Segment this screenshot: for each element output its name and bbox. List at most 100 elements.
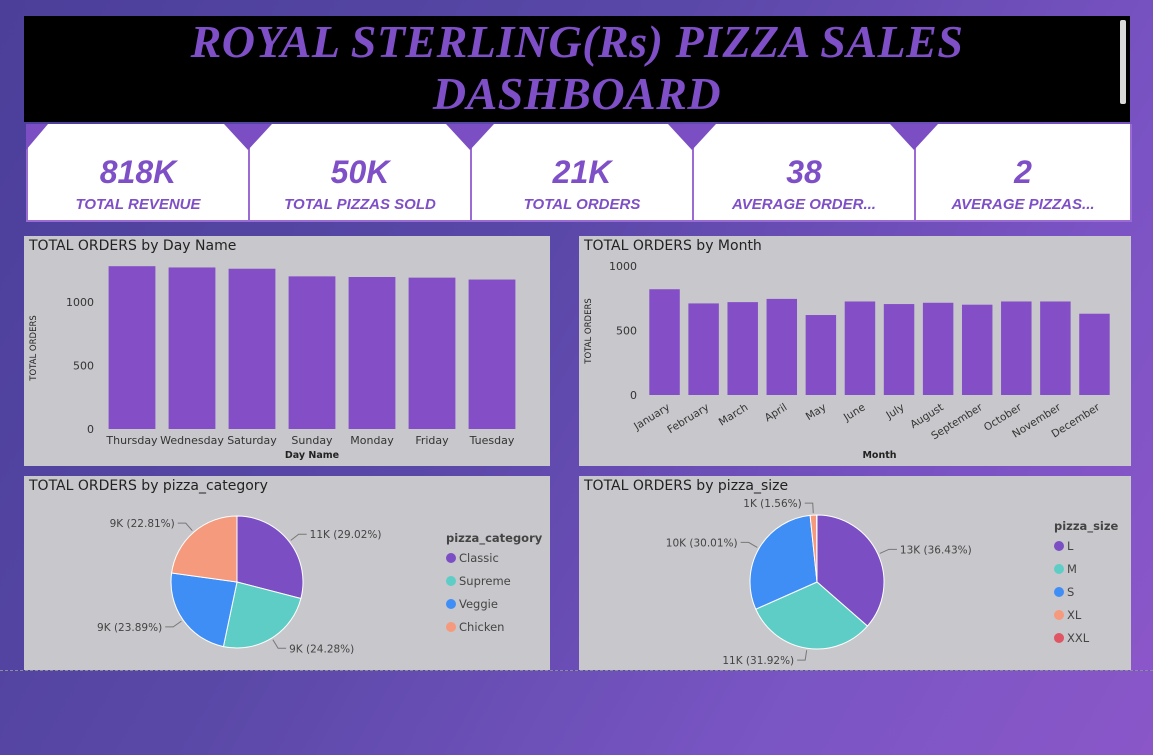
x-tick-label: May	[804, 401, 829, 423]
slice-data-label: 9K (22.81%)	[110, 518, 175, 530]
chart-title: TOTAL ORDERS by Day Name	[29, 238, 237, 254]
bar[interactable]	[922, 302, 954, 395]
bar[interactable]	[468, 279, 516, 429]
slice-data-label: 13K (36.43%)	[900, 544, 972, 556]
x-tick-label: Thursday	[105, 434, 158, 447]
kpi-value: 38	[786, 154, 822, 190]
y-tick-label: 0	[630, 389, 637, 402]
leader-line	[740, 541, 758, 548]
pie-slice[interactable]	[171, 515, 238, 583]
orders-by-month-panel[interactable]: TOTAL ORDERS by Month 0 500 1000 January Feb…	[579, 236, 1131, 466]
legend-marker	[1054, 633, 1064, 643]
legend-marker	[1054, 610, 1064, 620]
pie-slice[interactable]	[749, 514, 818, 610]
card-notch	[890, 124, 938, 150]
kpi-value: 21K	[552, 154, 612, 190]
kpi-card-average-pizzas[interactable]: 2 AVERAGE PIZZAS...	[914, 124, 1132, 222]
pie-slice[interactable]	[222, 581, 302, 649]
slice-data-label: 9K (23.89%)	[97, 622, 162, 634]
bar[interactable]	[961, 304, 993, 395]
bar[interactable]	[688, 303, 719, 395]
bar[interactable]	[727, 302, 758, 395]
kpi-card-total-pizzas-sold[interactable]: 50K TOTAL PIZZAS SOLD	[248, 124, 494, 222]
leader-line	[177, 522, 193, 532]
kpi-label: AVERAGE PIZZAS...	[951, 196, 1095, 213]
x-tick-label: Wednesday	[160, 434, 224, 447]
legend-item[interactable]: Supreme	[459, 574, 511, 588]
orders-by-day-panel[interactable]: TOTAL ORDERS by Day Name 0 500 1000 Thursda…	[24, 236, 550, 466]
legend-item[interactable]: XL	[1067, 608, 1082, 622]
legend-marker	[1054, 587, 1064, 597]
chart-title: TOTAL ORDERS by Month	[584, 238, 762, 254]
orders-by-category-chart: 11K (29.02%) 9K (24.28%) 9K (23.89%) 9K (22…	[97, 515, 543, 655]
orders-by-day-chart: 0 500 1000 Thursday Wednesday Saturday Sunday M…	[29, 266, 516, 461]
card-notch	[26, 124, 48, 150]
x-axis-label: Day Name	[285, 450, 339, 461]
chart-title: TOTAL ORDERS by pizza_category	[29, 478, 268, 494]
scrollbar[interactable]	[1120, 20, 1126, 104]
pie-slice[interactable]	[236, 515, 304, 600]
bar[interactable]	[805, 315, 837, 395]
legend-marker	[1054, 541, 1064, 551]
leader-line	[290, 533, 307, 541]
x-tick-label: April	[763, 401, 790, 424]
kpi-value: 50K	[330, 154, 390, 190]
bar[interactable]	[408, 277, 456, 429]
bar[interactable]	[288, 276, 336, 429]
bar[interactable]	[649, 289, 680, 395]
pie-slice[interactable]	[755, 581, 869, 650]
leader-line	[272, 639, 287, 649]
x-tick-label: June	[841, 401, 868, 424]
kpi-label: TOTAL ORDERS	[523, 196, 641, 213]
kpi-label: AVERAGE ORDER...	[732, 196, 876, 213]
page-title-line1: ROYAL STERLING(Rs) PIZZA SALES	[190, 16, 964, 67]
y-tick-label: 500	[73, 359, 94, 372]
dashboard-title-banner: ROYAL STERLING(Rs) PIZZA SALES DASHBOARD	[24, 16, 1130, 122]
y-axis-label: TOTAL ORDERS	[584, 298, 594, 364]
kpi-card-total-revenue[interactable]: 818K TOTAL REVENUE	[26, 124, 272, 222]
legend-marker	[446, 576, 456, 586]
bar[interactable]	[766, 298, 798, 395]
x-tick-label: Saturday	[227, 434, 277, 447]
pie-slice[interactable]	[816, 514, 885, 627]
legend-item[interactable]: M	[1067, 562, 1077, 576]
legend-item[interactable]: Chicken	[459, 620, 504, 634]
x-tick-label: Tuesday	[469, 434, 515, 447]
legend-item[interactable]: Veggie	[459, 597, 498, 611]
orders-by-category-panel[interactable]: TOTAL ORDERS by pizza_category 11K (29.0…	[24, 476, 550, 670]
bar[interactable]	[1079, 313, 1110, 395]
kpi-label: TOTAL REVENUE	[75, 196, 201, 213]
kpi-card-average-order[interactable]: 38 AVERAGE ORDER...	[692, 124, 938, 222]
x-tick-label: February	[665, 401, 711, 436]
legend-item[interactable]: XXL	[1067, 631, 1090, 645]
page-title-line2: DASHBOARD	[432, 68, 722, 119]
bar[interactable]	[168, 267, 216, 429]
x-axis-label: Month	[862, 450, 896, 461]
bar[interactable]	[844, 301, 876, 395]
leader-line	[804, 502, 814, 514]
y-tick-label: 0	[87, 423, 94, 436]
slice-data-label: 1K (1.56%)	[743, 498, 801, 510]
card-notch	[224, 124, 272, 150]
y-axis-label: TOTAL ORDERS	[29, 315, 39, 381]
pie-slice[interactable]	[170, 572, 238, 648]
bar[interactable]	[348, 276, 396, 429]
orders-by-size-panel[interactable]: TOTAL ORDERS by pizza_size 13K (36.43%) 1…	[579, 476, 1131, 670]
bar[interactable]	[1001, 301, 1032, 395]
bar[interactable]	[883, 304, 915, 395]
card-notch	[446, 124, 494, 150]
slice-data-label: 10K (30.01%)	[666, 537, 738, 549]
slice-data-label: 9K (24.28%)	[289, 643, 354, 655]
legend-item[interactable]: L	[1067, 539, 1074, 553]
slice-data-label: 11K (31.92%)	[722, 655, 794, 667]
legend-marker	[1054, 564, 1064, 574]
bar[interactable]	[1040, 301, 1071, 395]
legend-marker	[446, 553, 456, 563]
legend-item[interactable]: S	[1067, 585, 1074, 599]
kpi-row: 818K TOTAL REVENUE 50K TOTAL PIZZAS SOLD…	[24, 124, 1134, 224]
legend-item[interactable]: Classic	[459, 551, 499, 565]
kpi-card-total-orders[interactable]: 21K TOTAL ORDERS	[470, 124, 716, 222]
bar[interactable]	[228, 268, 276, 429]
bar[interactable]	[108, 266, 156, 429]
